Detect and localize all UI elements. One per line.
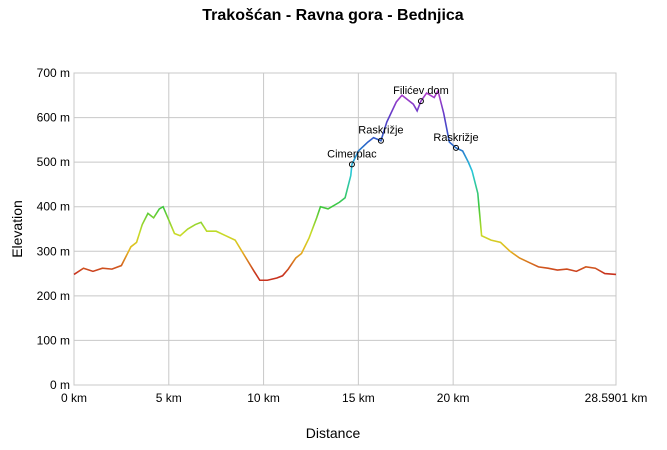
chart-title: Trakošćan - Ravna gora - Bednjica: [202, 7, 464, 24]
waypoint-label: Filićev dom: [393, 85, 449, 97]
x-tick-label: 5 km: [156, 391, 182, 405]
waypoint-marker: [348, 161, 355, 168]
waypoint-label: Raskrižje: [433, 132, 478, 144]
x-tick-label: 15 km: [342, 391, 375, 405]
elevation-line: [73, 88, 617, 282]
y-tick-label: 400 m: [37, 200, 70, 214]
x-tick-label: 20 km: [437, 391, 470, 405]
waypoint-marker: [377, 137, 384, 144]
y-axis-label: Elevation: [9, 200, 25, 258]
waypoint-marker: [452, 144, 459, 151]
x-axis-label: Distance: [306, 425, 361, 441]
y-tick-label: 0 m: [50, 378, 70, 392]
waypoint-label: Raskrižje: [358, 125, 403, 137]
plot-area: [73, 72, 617, 386]
waypoint-label: Cimerplac: [327, 148, 377, 160]
waypoint-marker: [417, 98, 424, 105]
y-tick-label: 300 m: [37, 244, 70, 258]
x-tick-label: 10 km: [247, 391, 280, 405]
y-tick-label: 200 m: [37, 289, 70, 303]
x-tick-label: 28.5901 km: [585, 391, 648, 405]
y-tick-label: 500 m: [37, 155, 70, 169]
y-tick-label: 700 m: [37, 66, 70, 80]
x-tick-label: 0 km: [61, 391, 87, 405]
y-tick-label: 100 m: [37, 333, 70, 347]
y-tick-label: 600 m: [37, 111, 70, 125]
